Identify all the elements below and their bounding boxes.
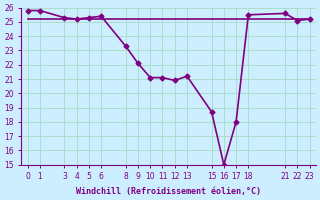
X-axis label: Windchill (Refroidissement éolien,°C): Windchill (Refroidissement éolien,°C) xyxy=(76,187,261,196)
